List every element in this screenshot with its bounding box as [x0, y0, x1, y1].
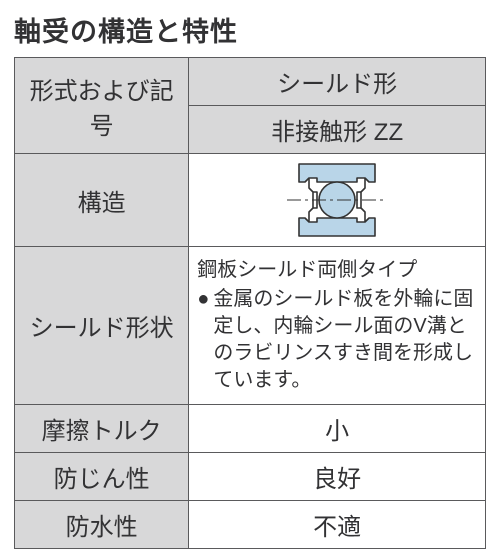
cell-waterproof-header: 防水性: [15, 501, 189, 549]
cell-structure-header: 構造: [15, 154, 189, 247]
cell-shield-shape-desc: 鋼板シールド両側タイプ ● 金属のシールド板を外輪に固定し、内輪シール面のV溝と…: [189, 247, 486, 405]
cell-structure-diagram: [189, 154, 486, 247]
cell-type-symbol-header: 形式および記号: [15, 58, 189, 154]
bullet-icon: ●: [197, 286, 209, 313]
cell-friction-value: 小: [189, 405, 486, 453]
page-title: 軸受の構造と特性: [14, 10, 486, 49]
cell-dustproof-header: 防じん性: [15, 453, 189, 501]
cell-shield-shape-header: シールド形状: [15, 247, 189, 405]
desc-bullet-text: 金属のシールド板を外輪に固定し、内輪シール面のV溝とのラビリンスすき間を形成して…: [213, 286, 477, 394]
bearing-cross-section-icon: [277, 158, 397, 242]
desc-bullet-row: ● 金属のシールド板を外輪に固定し、内輪シール面のV溝とのラビリンスすき間を形成…: [197, 286, 477, 394]
cell-noncontact-zz: 非接触形 ZZ: [189, 106, 486, 154]
spec-table: 形式および記号 シールド形 非接触形 ZZ 構造: [14, 57, 486, 549]
cell-friction-header: 摩擦トルク: [15, 405, 189, 453]
cell-shield-type: シールド形: [189, 58, 486, 106]
cell-waterproof-value: 不適: [189, 501, 486, 549]
desc-line1: 鋼板シールド両側タイプ: [197, 257, 477, 284]
cell-dustproof-value: 良好: [189, 453, 486, 501]
